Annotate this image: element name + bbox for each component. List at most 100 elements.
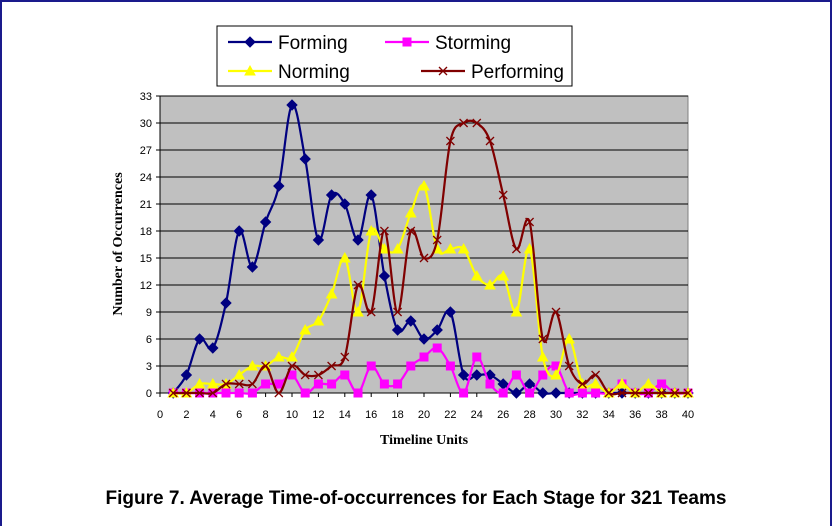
data-point-norming	[536, 350, 549, 362]
data-point-norming	[312, 314, 325, 326]
x-tick-label: 20	[418, 409, 430, 421]
data-point-performing	[472, 118, 482, 128]
x-tick-label: 16	[365, 409, 377, 421]
data-point-performing	[498, 190, 508, 200]
data-point-performing	[195, 388, 205, 398]
data-point-storming	[657, 379, 667, 389]
data-point-norming	[523, 242, 536, 254]
data-point-forming	[391, 324, 404, 336]
data-point-norming	[457, 242, 470, 254]
data-point-storming	[564, 388, 574, 398]
data-point-norming	[550, 368, 562, 380]
data-point-norming	[484, 278, 496, 290]
x-tick-label: 34	[603, 409, 615, 421]
legend-item-storming: Storming	[385, 33, 511, 54]
data-point-norming	[325, 287, 338, 299]
data-point-forming	[457, 369, 470, 381]
data-point-forming	[299, 153, 311, 165]
data-point-storming	[591, 388, 601, 398]
data-point-norming	[365, 224, 378, 236]
data-point-performing	[419, 253, 429, 263]
x-tick-label: 36	[629, 409, 641, 421]
data-point-norming	[470, 269, 483, 281]
x-tick-label: 38	[655, 409, 667, 421]
data-point-performing	[485, 136, 495, 146]
data-point-performing	[261, 361, 271, 371]
data-point-performing	[564, 361, 574, 371]
x-tick-label: 24	[471, 409, 483, 421]
data-point-forming	[352, 234, 364, 246]
data-point-norming	[404, 206, 417, 218]
data-point-performing	[617, 388, 627, 398]
data-point-performing	[538, 334, 548, 344]
data-point-norming	[497, 269, 510, 281]
data-point-forming	[537, 387, 549, 399]
x-tick-label: 6	[236, 409, 242, 421]
data-point-storming	[247, 388, 257, 398]
legend-marker	[402, 37, 412, 47]
data-point-storming	[498, 388, 508, 398]
data-point-storming	[340, 370, 350, 380]
data-point-performing	[604, 388, 614, 398]
x-tick-label: 2	[183, 409, 189, 421]
legend-label: Storming	[435, 33, 511, 54]
data-point-performing	[379, 226, 389, 236]
x-tick-label: 14	[339, 409, 351, 421]
legend-label: Forming	[278, 33, 348, 54]
data-point-forming	[418, 333, 430, 345]
plot-area	[159, 95, 689, 394]
data-point-norming	[193, 377, 206, 389]
x-tick-label: 22	[444, 409, 456, 421]
data-point-forming	[365, 189, 377, 201]
data-point-performing	[300, 370, 310, 380]
data-point-performing	[445, 136, 455, 146]
data-point-storming	[274, 379, 284, 389]
data-point-forming	[246, 261, 259, 273]
y-tick-label: 30	[140, 118, 152, 130]
y-tick-label: 21	[140, 199, 152, 211]
data-point-performing	[511, 244, 521, 254]
data-point-performing	[208, 388, 218, 398]
data-point-norming	[206, 377, 219, 389]
data-point-performing	[327, 361, 337, 371]
data-point-storming	[366, 361, 376, 371]
data-point-performing	[313, 370, 323, 380]
y-tick-label: 0	[146, 388, 152, 400]
figure-caption: Figure 7. Average Time-of-occurrences fo…	[105, 488, 727, 509]
legend-box	[216, 25, 573, 87]
data-point-norming	[272, 350, 285, 362]
x-tick-label: 30	[550, 409, 562, 421]
y-tick-label: 18	[140, 226, 152, 238]
data-point-norming	[510, 305, 523, 317]
legend-item-norming: Norming	[228, 62, 350, 83]
data-point-storming	[261, 379, 271, 389]
data-point-performing	[643, 388, 653, 398]
data-point-performing	[432, 235, 442, 245]
data-point-forming	[286, 99, 298, 111]
data-point-forming	[550, 387, 562, 399]
legend: Forming Storming Norming Performing	[216, 25, 573, 87]
data-point-forming	[339, 198, 351, 210]
data-point-storming	[327, 379, 337, 389]
y-axis-title: Number of Occurrences	[111, 172, 126, 316]
data-point-forming	[259, 216, 272, 228]
series-line-storming	[173, 346, 689, 397]
data-point-norming	[391, 242, 404, 254]
data-point-performing	[393, 307, 403, 317]
data-point-performing	[274, 388, 284, 398]
x-tick-label: 40	[682, 409, 694, 421]
legend-label: Performing	[471, 62, 564, 83]
data-point-forming	[193, 333, 206, 345]
x-tick-label: 4	[210, 409, 216, 421]
data-point-storming	[419, 352, 429, 362]
data-point-forming	[220, 297, 232, 309]
data-point-performing	[577, 379, 587, 389]
series-layer	[167, 99, 694, 399]
data-point-performing	[525, 217, 535, 227]
data-point-forming	[180, 369, 193, 381]
x-axis-title: Timeline Units	[380, 433, 469, 448]
data-point-forming	[233, 225, 245, 237]
data-point-storming	[221, 388, 231, 398]
data-point-storming	[472, 352, 482, 362]
